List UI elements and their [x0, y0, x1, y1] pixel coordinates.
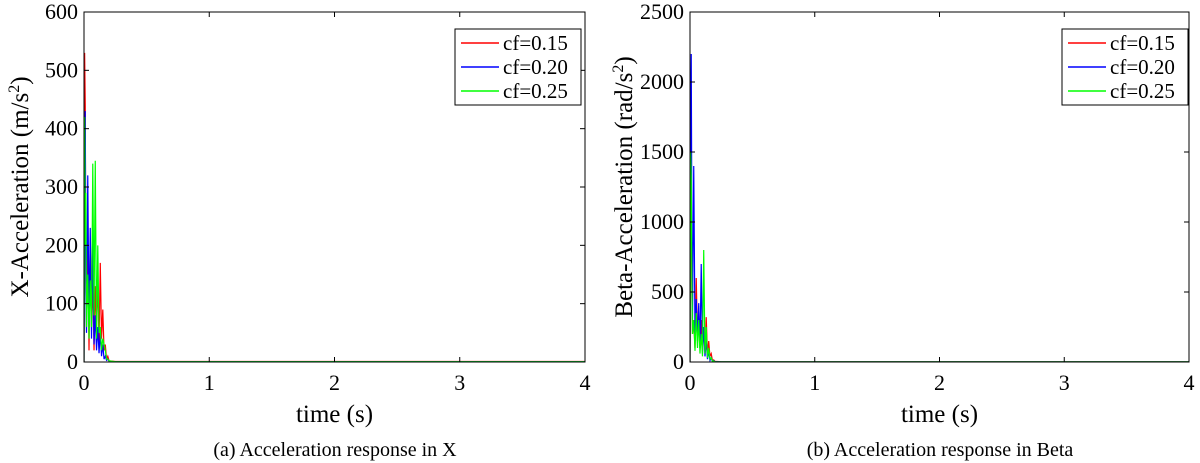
- x-tick-label: 4: [1184, 370, 1195, 395]
- y-tick-label: 500: [651, 279, 684, 304]
- y-tick-label: 200: [45, 232, 78, 257]
- y-tick-label: 1000: [640, 209, 684, 234]
- chart-x-acceleration: 0 1 2 3 4 0 100 200 300 400 500 600 time (s) X-Accele…: [6, 0, 591, 461]
- x-tick-label: 0: [685, 370, 696, 395]
- y-tick-label: 100: [45, 291, 78, 316]
- y-axis-label-close: ): [611, 56, 638, 64]
- x-tick-label: 4: [580, 370, 591, 395]
- legend-label: cf=0.25: [1110, 79, 1175, 103]
- y-tick-label: 300: [45, 174, 78, 199]
- y-tick-label: 0: [673, 349, 684, 374]
- x-tick-label: 1: [204, 370, 215, 395]
- x-tick-label: 2: [934, 370, 945, 395]
- figure-caption: (b) Acceleration response in Beta: [807, 439, 1074, 461]
- y-tick-label: 0: [67, 349, 78, 374]
- x-tick-label: 0: [79, 370, 90, 395]
- y-axis-label-superscript: 2: [6, 85, 23, 93]
- y-axis-label: Beta-Acceleration (rad/s2): [610, 56, 638, 317]
- y-tick-label: 1500: [640, 139, 684, 164]
- legend-label: cf=0.25: [503, 79, 568, 103]
- y-tick-label: 600: [45, 0, 78, 24]
- y-tick-label: 2000: [640, 69, 684, 94]
- series-line-cf-0-20: [84, 111, 585, 362]
- figure-caption: (a) Acceleration response in X: [213, 439, 457, 461]
- y-axis-label-superscript: 2: [610, 65, 627, 73]
- y-tick-label: 400: [45, 116, 78, 141]
- legend-label: cf=0.20: [503, 55, 568, 79]
- x-tick-label: 3: [454, 370, 465, 395]
- x-axis-label: time (s): [901, 401, 978, 428]
- legend-label: cf=0.15: [1110, 31, 1175, 55]
- legend-label: cf=0.15: [503, 31, 568, 55]
- y-axis-label-main: X-Acceleration (m/s: [7, 93, 34, 298]
- x-tick-label: 3: [1059, 370, 1070, 395]
- y-axis-label: X-Acceleration (m/s2): [6, 76, 34, 297]
- chart-beta-acceleration: 0 1 2 3 4 0 500 1000 1500 2000 2500 time (s) Beta-Ac…: [610, 0, 1195, 461]
- y-axis-label-main: Beta-Acceleration (rad/s: [611, 73, 638, 318]
- series-line-cf-0-15: [690, 165, 1189, 362]
- x-tick-label: 1: [809, 370, 820, 395]
- y-tick-label: 2500: [640, 0, 684, 24]
- y-tick-label: 500: [45, 57, 78, 82]
- x-tick-label: 2: [329, 370, 340, 395]
- series-line-cf-0-25: [690, 151, 1189, 362]
- y-axis-label-close: ): [7, 76, 34, 84]
- series-line-cf-0-25: [84, 116, 585, 362]
- legend-label: cf=0.20: [1110, 55, 1175, 79]
- x-axis-label: time (s): [296, 401, 373, 428]
